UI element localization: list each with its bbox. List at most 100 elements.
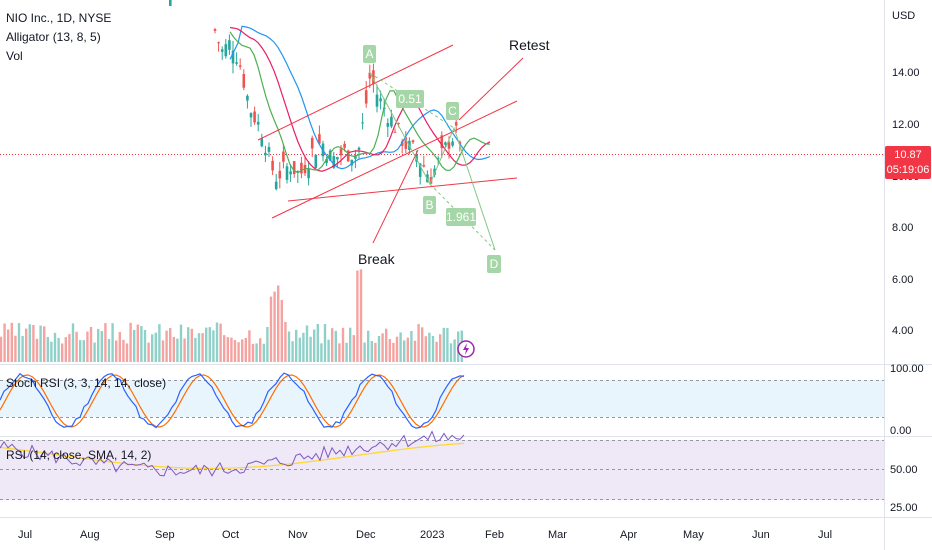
stoch-rsi-title[interactable]: Stoch RSI (3, 3, 14, 14, close)	[6, 376, 166, 390]
volume-bar	[17, 323, 21, 362]
upper-channel-line[interactable]	[257, 44, 454, 141]
candle-body	[346, 150, 350, 162]
stoch-tick: 0.00	[890, 425, 911, 437]
alligator-legend[interactable]: Alligator (13, 8, 5)	[6, 30, 101, 44]
volume-bar	[215, 322, 219, 362]
abcd-pattern-line[interactable]	[369, 72, 496, 251]
candle-body	[310, 137, 314, 149]
wedge-lower-line[interactable]	[287, 177, 518, 202]
time-tick: Oct	[222, 529, 239, 541]
volume-bar	[395, 336, 399, 362]
volume-bar	[223, 335, 226, 362]
candle-body	[217, 42, 220, 44]
point-a-label: A	[363, 45, 376, 63]
point-d-label: D	[487, 255, 501, 273]
volume-bar	[435, 341, 438, 362]
volume-bar	[183, 338, 186, 362]
break-arrow-line[interactable]	[372, 149, 419, 244]
volume-bar	[172, 336, 175, 362]
candle-body	[404, 137, 408, 149]
time-axis[interactable]: Jul Aug Sep Oct Nov Dec 2023 Feb Mar Apr…	[18, 529, 832, 541]
svg-text:0.51: 0.51	[398, 92, 422, 106]
volume-bar	[442, 327, 445, 362]
point-b-label: B	[423, 196, 436, 214]
rsi-ma-line	[0, 442, 465, 470]
candle-body	[228, 40, 231, 50]
candle-body	[386, 123, 390, 127]
volume-bar	[194, 337, 197, 362]
price-tick: 12.00	[892, 119, 920, 131]
volume-bar	[241, 339, 244, 362]
volume-bar	[424, 336, 427, 362]
candle-body	[307, 168, 310, 179]
volume-bar	[248, 330, 251, 362]
candle-body	[249, 113, 253, 118]
alligator-line	[229, 31, 491, 174]
volume-bar	[233, 340, 237, 362]
point-c-label: C	[446, 102, 459, 120]
time-tick: Dec	[356, 529, 376, 541]
volume-bar	[147, 342, 150, 362]
rsi-title[interactable]: RSI (14, close, SMA, 14, 2)	[6, 448, 151, 462]
candle-body	[285, 166, 289, 180]
volume-bar	[295, 329, 298, 362]
candle-body	[354, 155, 357, 159]
volume-bar	[93, 342, 96, 362]
volume-bar	[316, 323, 319, 362]
volume-bar	[341, 327, 345, 362]
volume-bar	[356, 270, 359, 362]
candle-body	[444, 142, 447, 145]
volume-bar	[104, 323, 107, 362]
volume-legend[interactable]: Vol	[6, 49, 23, 63]
volume-bar	[226, 337, 229, 362]
volume-bar	[367, 330, 370, 362]
volume-bar	[284, 322, 287, 362]
drawings[interactable]	[257, 44, 524, 251]
candle-body	[368, 72, 372, 79]
break-label: Break	[358, 251, 396, 267]
volume-bar	[323, 323, 327, 362]
lightning-icon[interactable]	[457, 340, 475, 358]
time-tick: Apr	[620, 529, 637, 541]
volume-bar	[28, 324, 31, 362]
currency-label: USD	[892, 10, 915, 22]
candle-body	[314, 154, 318, 169]
volume-bar	[431, 336, 435, 362]
volume-bar	[187, 327, 190, 362]
volume-bar	[133, 329, 136, 362]
volume-bar	[244, 337, 247, 362]
time-tick: Aug	[80, 529, 100, 541]
volume-bar	[10, 322, 13, 362]
volume-bar	[201, 333, 204, 362]
volume-bar	[32, 324, 35, 362]
volume-bar	[305, 325, 309, 362]
volume-bar	[388, 339, 391, 362]
volume-bar	[205, 327, 208, 362]
volume-bar	[82, 340, 85, 362]
volume-bar	[75, 331, 78, 362]
candle-body	[397, 122, 400, 124]
rsi-tick: 25.00	[890, 502, 918, 514]
volume-bar	[352, 335, 355, 362]
ratio-label-1: 0.51	[396, 90, 424, 108]
ratio-label-2: 1.961	[446, 208, 476, 226]
svg-text:A: A	[365, 47, 373, 61]
volume-bar	[122, 339, 125, 362]
volume-bar	[446, 327, 449, 362]
candlesticks	[169, 0, 462, 191]
candle-body	[379, 98, 382, 102]
candle-body	[246, 95, 249, 101]
volume-bar	[50, 341, 53, 362]
volume-bars	[0, 269, 463, 362]
rsi-line	[0, 430, 465, 477]
symbol-title[interactable]: NIO Inc., 1D, NYSE	[6, 11, 112, 25]
volume-bar	[136, 324, 139, 362]
volume-bar	[230, 337, 233, 362]
rsi-band	[0, 440, 884, 500]
volume-bar	[345, 342, 348, 362]
volume-bar	[89, 326, 93, 362]
retest-arrow-line[interactable]	[458, 57, 524, 121]
candle-body	[224, 44, 228, 57]
volume-bar	[53, 332, 57, 362]
